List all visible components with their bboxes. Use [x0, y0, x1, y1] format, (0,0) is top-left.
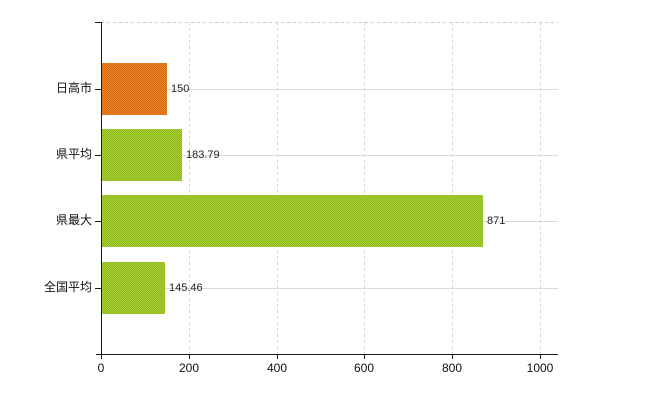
- x-axis-tick: [452, 355, 453, 359]
- y-axis-tick: [95, 288, 101, 289]
- bar-default-green: [101, 129, 182, 181]
- x-axis-tick: [101, 355, 102, 359]
- category-label: 全国平均: [43, 280, 92, 294]
- x-axis-tick-label: 200: [178, 361, 200, 375]
- bar-value-label: 145.46: [169, 282, 203, 294]
- vertical-gridline: [364, 22, 365, 354]
- x-axis-line: [96, 354, 558, 355]
- category-label: 県最大: [55, 213, 92, 227]
- bar-default-green: [101, 262, 165, 314]
- bar-default-green: [101, 195, 483, 247]
- x-axis-tick-label: 400: [266, 361, 288, 375]
- vertical-gridline: [277, 22, 278, 354]
- bar-value-label: 183.79: [186, 149, 220, 161]
- x-axis-tick-label: 600: [353, 361, 375, 375]
- x-axis-tick-label: 800: [441, 361, 463, 375]
- x-axis-tick-label: 0: [97, 361, 105, 375]
- y-axis-line: [101, 22, 102, 354]
- bar-value-label: 871: [487, 215, 506, 227]
- y-axis-tick: [95, 155, 101, 156]
- y-axis-tick: [95, 22, 101, 23]
- vertical-gridline: [540, 22, 541, 354]
- bar-highlight-orange: [101, 63, 167, 115]
- category-label: 日高市: [55, 81, 92, 95]
- x-axis-tick: [277, 355, 278, 359]
- vertical-gridline: [452, 22, 453, 354]
- x-axis-tick: [364, 355, 365, 359]
- plot-area-top-border: [101, 22, 558, 23]
- horizontal-gridline: [101, 288, 558, 289]
- x-axis-tick-label: 1000: [526, 361, 554, 375]
- vertical-gridline: [189, 22, 190, 354]
- horizontal-gridline: [101, 89, 558, 90]
- x-axis-tick: [189, 355, 190, 359]
- bar-value-label: 150: [171, 83, 190, 95]
- y-axis-tick: [95, 221, 101, 222]
- category-label: 県平均: [55, 147, 92, 161]
- horizontal-gridline: [101, 155, 558, 156]
- y-axis-tick: [95, 89, 101, 90]
- x-axis-tick: [540, 355, 541, 359]
